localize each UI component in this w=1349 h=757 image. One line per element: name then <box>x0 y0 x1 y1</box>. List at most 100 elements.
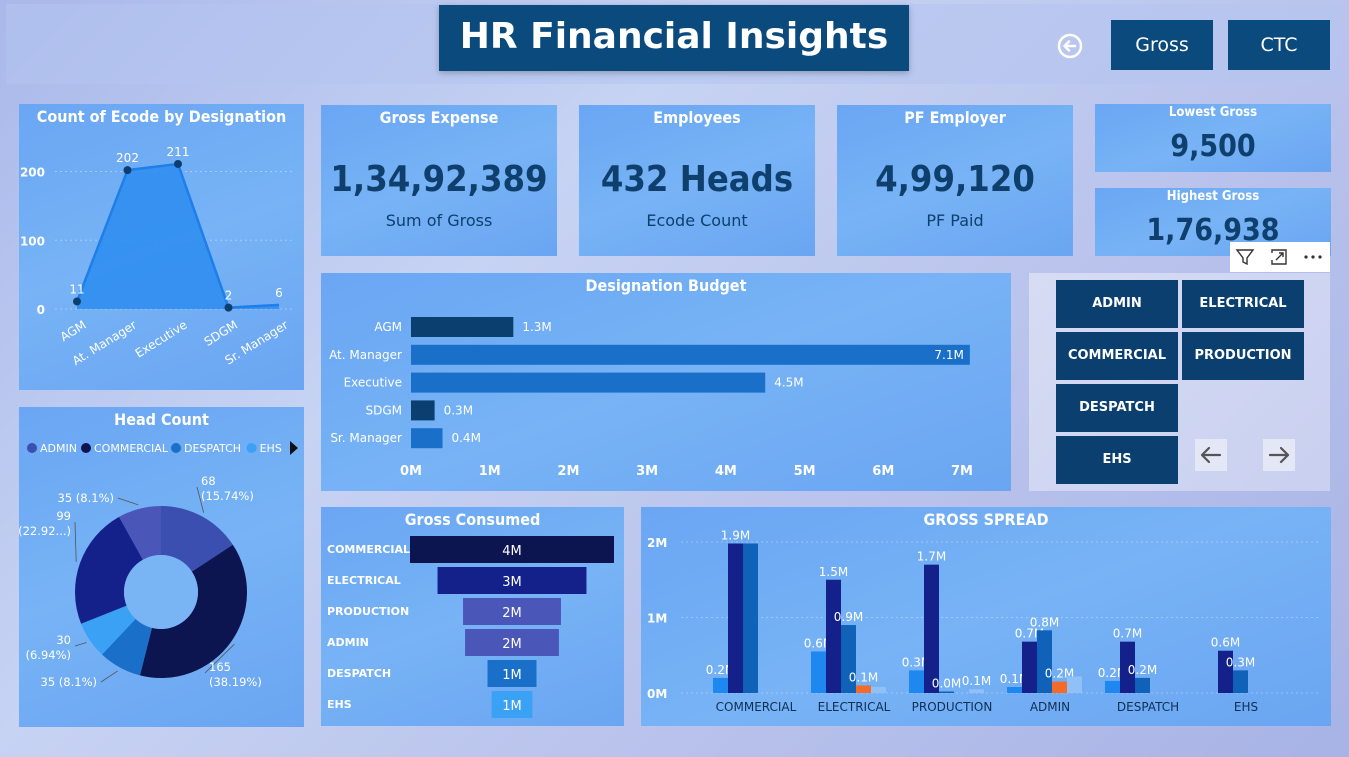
head-count-legend-marker <box>27 443 37 453</box>
slicer-ehs-button[interactable]: EHS <box>1056 436 1178 484</box>
spread-bar <box>1052 681 1067 693</box>
count-data-label: 11 <box>69 282 84 296</box>
count-by-designation-card: Count of Ecode by Designation 0 100 200 11 A… <box>19 104 304 390</box>
slicer-next-button[interactable] <box>1263 439 1295 471</box>
spread-x-tick: COMMERCIAL <box>716 700 797 714</box>
spread-x-tick: EHS <box>1234 700 1258 714</box>
filter-button[interactable] <box>1232 244 1258 270</box>
page-title: HR Financial Insights <box>439 5 909 71</box>
slicer-electrical-button[interactable]: ELECTRICAL <box>1182 280 1304 328</box>
focus-mode-button[interactable] <box>1266 244 1292 270</box>
budget-bar <box>411 317 514 337</box>
gross-consumed-card: Gross Consumed COMMERCIAL 4M ELECTRICAL 3M P… <box>321 507 624 726</box>
head-count-legend-label: EHS <box>260 442 282 455</box>
funnel-category-label: PRODUCTION <box>327 605 409 618</box>
head-count-donut-hole <box>124 555 198 629</box>
spread-data-label: 0.3M <box>902 655 931 669</box>
spread-data-label: 0.1M <box>1000 672 1029 686</box>
count-y-tick: 100 <box>20 234 45 248</box>
budget-category-label: At. Manager <box>329 348 402 362</box>
spread-bar <box>969 689 984 693</box>
arrow-left-circle-icon <box>1057 33 1083 59</box>
spread-bar <box>841 625 856 693</box>
head-count-legend-marker <box>81 443 91 453</box>
employees-subtitle: Ecode Count <box>646 211 748 230</box>
count-y-tick: 200 <box>20 166 45 180</box>
slicer-admin-button[interactable]: ADMIN <box>1056 280 1178 328</box>
budget-x-tick: 4M <box>715 464 737 479</box>
filter-icon <box>1235 249 1255 266</box>
budget-x-tick: 2M <box>557 464 579 479</box>
department-slicer: ADMIN ELECTRICAL COMMERCIAL PRODUCTION D… <box>1029 273 1330 491</box>
spread-bar <box>1120 641 1135 693</box>
spread-bar <box>826 579 841 693</box>
budget-data-label: 1.3M <box>522 320 551 334</box>
budget-x-tick: 1M <box>479 464 501 479</box>
head-count-leader-line <box>74 521 77 562</box>
head-count-legend-label: ADMIN <box>40 442 77 455</box>
funnel-data-label: 2M <box>502 606 522 621</box>
head-count-legend-label: DESPATCH <box>184 442 241 455</box>
head-count-card: Head Count ADMIN COMMERCIAL DESPATCH EHS 68(… <box>19 407 304 727</box>
lowest-gross-value: 9,500 <box>1170 129 1256 164</box>
spread-data-label: 0.1M <box>962 674 991 688</box>
spread-data-label: 0.2M <box>1045 667 1074 681</box>
budget-data-label: 7.1M <box>934 348 963 362</box>
spread-bar <box>939 691 954 693</box>
gross-expense-value: 1,34,92,389 <box>330 159 548 200</box>
spread-data-label: 1.9M <box>721 529 750 543</box>
funnel-category-label: COMMERCIAL <box>327 543 410 556</box>
funnel-data-label: 1M <box>502 668 522 683</box>
spread-data-label: 0.8M <box>1030 615 1059 629</box>
back-button[interactable] <box>1056 32 1084 60</box>
count-data-label: 211 <box>167 145 190 159</box>
highest-gross-title: Highest Gross <box>1166 189 1260 204</box>
budget-category-label: AGM <box>374 320 402 334</box>
legend-next-icon <box>290 441 298 455</box>
count-x-tick: SDGM <box>202 318 240 349</box>
slicer-prev-button[interactable] <box>1195 439 1227 471</box>
designation-budget-card: Designation Budget AGM 1.3M At. Manager 7.1… <box>321 273 1011 491</box>
designation-budget-title: Designation Budget <box>585 276 747 295</box>
funnel-bar <box>410 536 614 563</box>
head-count-leader-line <box>117 497 139 506</box>
employees-card: Employees 432 Heads Ecode Count <box>579 105 815 256</box>
spread-bar <box>1067 676 1082 693</box>
funnel-category-label: DESPATCH <box>327 667 391 680</box>
spread-bar <box>1218 650 1233 693</box>
head-count-leader-line <box>74 642 87 647</box>
slicer-despatch-button[interactable]: DESPATCH <box>1056 384 1178 432</box>
gross-button[interactable]: Gross <box>1111 20 1213 70</box>
budget-data-label: 0.4M <box>451 431 480 445</box>
more-options-button[interactable] <box>1300 244 1326 270</box>
spread-x-tick: PRODUCTION <box>912 700 993 714</box>
spread-bar <box>1007 686 1022 693</box>
budget-x-tick: 7M <box>951 464 973 479</box>
count-point <box>123 166 132 175</box>
count-area <box>77 163 279 309</box>
slicer-production-button[interactable]: PRODUCTION <box>1182 332 1304 380</box>
spread-x-tick: ADMIN <box>1030 700 1070 714</box>
focus-mode-icon <box>1271 249 1287 265</box>
gross-expense-title: Gross Expense <box>379 108 499 127</box>
head-count-slice <box>161 506 233 572</box>
employees-title: Employees <box>653 108 741 127</box>
budget-x-tick: 0M <box>400 464 422 479</box>
funnel-data-label: 2M <box>502 637 522 652</box>
spread-data-label: 0.7M <box>1113 627 1142 641</box>
spread-data-label: 0.2M <box>1128 663 1157 677</box>
ctc-button[interactable]: CTC <box>1228 20 1330 70</box>
budget-category-label: Executive <box>344 376 402 390</box>
spread-data-label: 0.7M <box>1015 627 1044 641</box>
head-count-data-label: 35 (8.1%) <box>58 491 114 505</box>
funnel-bar <box>491 691 533 718</box>
spread-x-tick: ELECTRICAL <box>818 700 891 714</box>
funnel-category-label: ADMIN <box>327 636 369 649</box>
slicer-commercial-button[interactable]: COMMERCIAL <box>1056 332 1178 380</box>
spread-y-tick: 2M <box>647 536 667 550</box>
gross-consumed-title: Gross Consumed <box>404 510 541 529</box>
head-count-donut-chart: ADMIN COMMERCIAL DESPATCH EHS 68 (15.74%) 165(… <box>19 441 298 689</box>
spread-y-tick: 1M <box>647 612 667 626</box>
spread-bar <box>871 686 886 693</box>
